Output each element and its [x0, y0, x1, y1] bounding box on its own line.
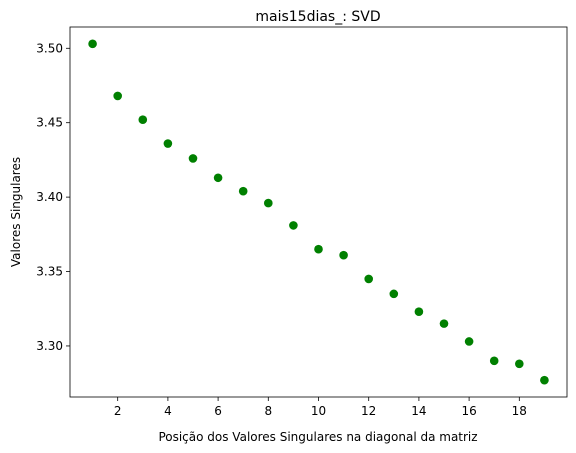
- data-point: [389, 289, 399, 299]
- y-tick-label: 3.45: [36, 116, 63, 130]
- y-axis-label: Valores Singulares: [9, 157, 23, 267]
- x-tick-label: 6: [214, 404, 222, 418]
- y-axis-ticks: 3.30 3.35 3.40 3.45 3.50: [36, 41, 70, 353]
- chart-title: mais15dias_: SVD: [255, 9, 380, 25]
- x-tick-label: 12: [361, 404, 376, 418]
- x-tick-label: 2: [114, 404, 122, 418]
- y-tick-label: 3.50: [36, 41, 63, 55]
- data-point: [263, 198, 273, 208]
- data-point: [163, 139, 173, 148]
- y-tick-label: 3.30: [36, 339, 63, 353]
- x-tick-label: 8: [264, 404, 272, 418]
- data-point: [439, 319, 449, 328]
- data-point: [515, 359, 524, 369]
- data-point: [489, 356, 499, 366]
- data-point: [238, 186, 248, 196]
- data-point: [314, 244, 323, 254]
- x-tick-label: 14: [411, 404, 426, 418]
- y-tick-label: 3.35: [36, 265, 63, 279]
- data-point: [138, 115, 148, 125]
- x-tick-label: 18: [512, 404, 527, 418]
- plot-area-frame: [69, 26, 568, 398]
- x-tick-label: 16: [461, 404, 476, 418]
- data-point: [188, 154, 198, 163]
- x-tick-label: 4: [164, 404, 172, 418]
- data-point: [464, 337, 474, 346]
- y-tick-label: 3.40: [36, 190, 63, 204]
- data-point: [414, 307, 424, 317]
- x-axis-label: Posição dos Valores Singulares na diagon…: [158, 430, 477, 444]
- data-point: [339, 250, 348, 260]
- data-point: [364, 274, 374, 284]
- data-point: [113, 91, 122, 101]
- x-tick-label: 10: [311, 404, 326, 418]
- data-point: [540, 375, 549, 385]
- data-point: [213, 173, 223, 183]
- data-point: [88, 39, 97, 49]
- data-points: [88, 39, 549, 385]
- x-axis-ticks: 2 4 6 8 10 12 14 16 18: [114, 397, 527, 418]
- data-point: [289, 221, 298, 230]
